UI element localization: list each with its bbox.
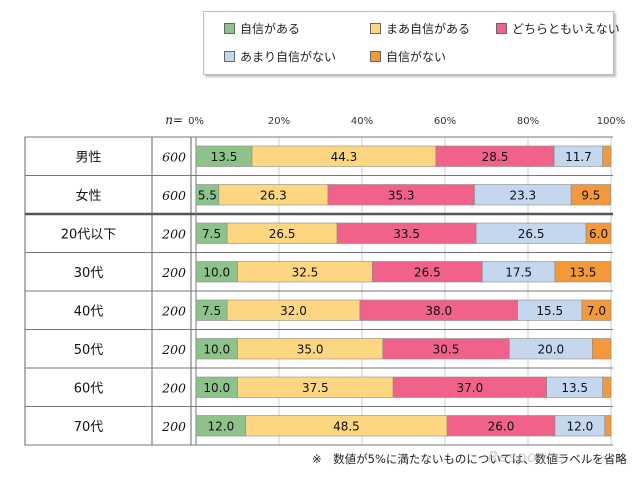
legend-item: あまり自信がない (224, 48, 336, 65)
watermark: Response. (488, 448, 570, 466)
bar-segment (602, 376, 612, 398)
data-label: 26.5 (518, 227, 545, 241)
legend: 自信がある まあ自信がある どちらともいえないあまり自信がない 自信がない (203, 11, 620, 75)
data-label: 35.0 (297, 342, 324, 356)
legend-label: どちらともいえない (512, 22, 620, 36)
data-label: 44.3 (331, 150, 358, 164)
data-label: 7.5 (202, 304, 221, 318)
category-label: 50代 (74, 343, 104, 358)
legend-item: 自信がない (370, 48, 446, 65)
bar-segment (554, 261, 612, 283)
data-label: 26.3 (260, 188, 287, 202)
category-label: 20代以下 (61, 227, 117, 242)
legend-swatch (224, 23, 235, 34)
data-label: 10.0 (203, 265, 230, 279)
data-label: 20.0 (537, 342, 564, 356)
n-value-label: 600 (162, 188, 186, 203)
legend-swatch (370, 51, 381, 62)
data-label: 13.5 (570, 265, 597, 279)
data-label: 33.5 (393, 227, 420, 241)
legend-swatch (370, 23, 381, 34)
legend-swatch (496, 23, 507, 34)
n-value-label: 200 (161, 419, 186, 434)
data-label: 15.5 (536, 304, 563, 318)
data-label: 7.0 (587, 304, 606, 318)
category-label: 男性 (75, 150, 101, 165)
data-label: 12.0 (567, 419, 594, 433)
bar-segment (570, 184, 611, 206)
x-tick-label: 40% (351, 116, 373, 127)
bar-segment (602, 145, 612, 167)
bar-segment (581, 299, 612, 321)
footnote: ※ 数値が5%に満たないものについては、数値ラベルを省略 (312, 452, 627, 466)
category-label: 60代 (74, 381, 104, 396)
data-label: 12.0 (208, 419, 235, 433)
bar-segment (604, 415, 612, 437)
data-label: 9.5 (581, 188, 600, 202)
legend-item: どちらともいえない (496, 20, 620, 37)
n-value-label: 200 (161, 303, 186, 318)
data-label: 26.0 (488, 419, 515, 433)
legend-item: 自信がある (224, 20, 300, 37)
data-label: 38.0 (425, 304, 452, 318)
data-label: 48.5 (333, 419, 360, 433)
category-label: 70代 (74, 420, 104, 435)
data-label: 37.5 (302, 381, 329, 395)
data-label: 7.5 (202, 227, 221, 241)
legend-label: 自信がない (386, 50, 447, 64)
data-label: 17.5 (505, 265, 532, 279)
category-label: 女性 (75, 188, 101, 204)
data-label: 6.0 (589, 227, 608, 241)
x-tick-label: 0% (188, 116, 204, 127)
x-tick-label: 100% (597, 116, 626, 127)
data-label: 35.3 (388, 188, 415, 202)
x-tick-label: 20% (268, 116, 290, 127)
data-label: 11.7 (565, 150, 592, 164)
x-tick-label: 60% (434, 116, 456, 127)
data-label: 23.3 (509, 188, 536, 202)
legend-item: まあ自信がある (370, 20, 470, 37)
data-label: 10.0 (203, 342, 230, 356)
n-value-label: 200 (161, 226, 186, 241)
category-label: 40代 (74, 304, 104, 319)
data-label: 26.5 (269, 227, 296, 241)
data-label: 13.5 (561, 381, 588, 395)
n-value-label: 200 (161, 265, 186, 280)
data-label: 5.5 (198, 188, 217, 202)
data-label: 10.0 (203, 381, 230, 395)
n-value-label: 600 (162, 149, 186, 164)
bar-segment (592, 338, 612, 360)
data-label: 13.5 (211, 150, 238, 164)
bar-segment (585, 222, 612, 244)
legend-label: あまり自信がない (240, 50, 337, 64)
legend-swatch (224, 51, 235, 62)
data-label: 28.5 (482, 150, 509, 164)
n-value-label: 200 (161, 342, 186, 357)
n-value-label: 200 (161, 380, 186, 395)
category-label: 30代 (74, 266, 104, 281)
x-tick-label: 80% (517, 116, 539, 127)
data-label: 37.0 (457, 381, 484, 395)
data-label: 32.5 (292, 265, 319, 279)
legend-label: まあ自信がある (386, 22, 471, 36)
legend-label: 自信がある (240, 22, 301, 36)
data-label: 26.5 (414, 265, 441, 279)
n-header-label: n= (165, 113, 183, 127)
data-label: 30.5 (433, 342, 460, 356)
data-label: 32.0 (280, 304, 307, 318)
